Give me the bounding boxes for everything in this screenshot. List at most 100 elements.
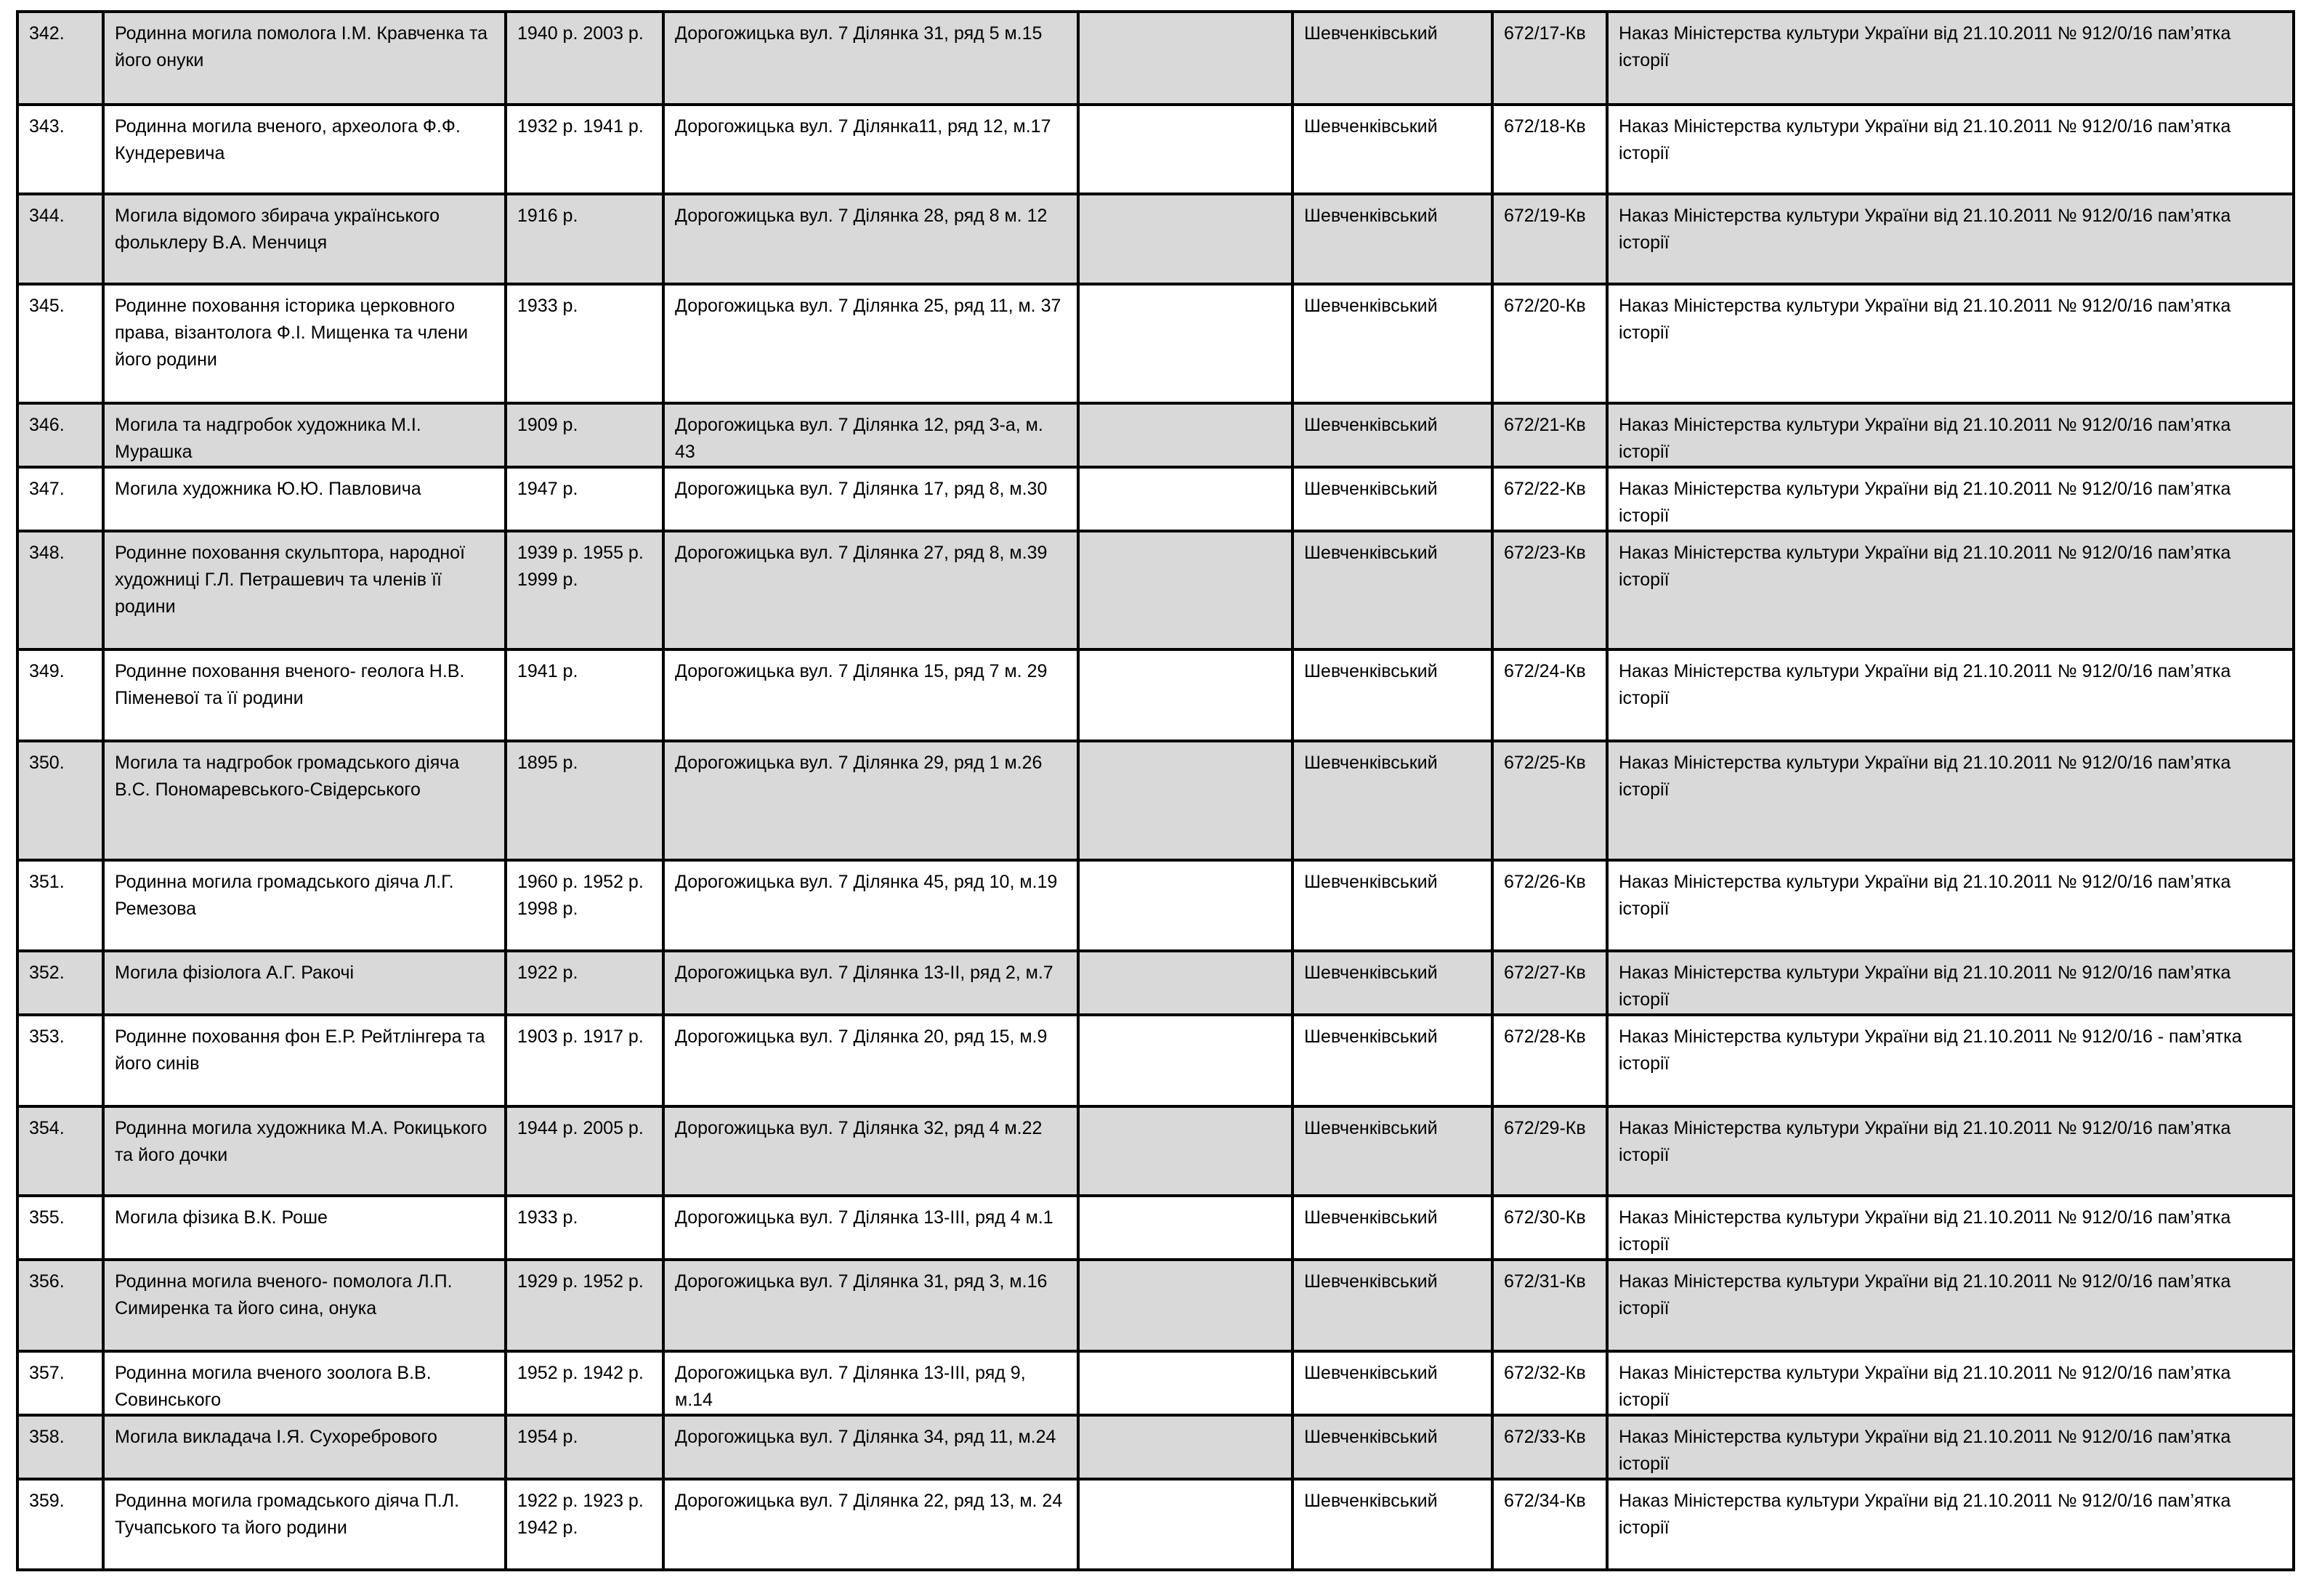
monument-name-cell: Родинна могила вченого, археолога Ф.Ф. К…	[102, 103, 507, 195]
address-cell: Дорогожицька вул. 7 Ділянка 31, ряд 3, м…	[662, 1258, 1080, 1353]
decision-cell: Наказ Міністерства культури України від …	[1606, 10, 2295, 106]
row-number-cell: 350.	[16, 740, 105, 862]
row-number-cell: 349.	[16, 648, 105, 742]
row-number-cell: 344.	[16, 193, 105, 285]
notes-cell	[1077, 949, 1294, 1016]
notes-cell	[1077, 648, 1294, 742]
address-cell: Дорогожицька вул. 7 Ділянка 28, ряд 8 м.…	[662, 193, 1080, 285]
address-cell: Дорогожицька вул. 7 Ділянка 29, ряд 1 м.…	[662, 740, 1080, 862]
registry-code-cell: 672/22-Кв	[1491, 466, 1609, 532]
notes-cell	[1077, 103, 1294, 195]
dates-cell: 1954 р.	[504, 1414, 665, 1480]
table-row: 356. Родинна могила вченого- помолога Л.П…	[16, 1258, 2295, 1353]
district-cell: Шевченківський	[1291, 1013, 1494, 1108]
monument-name-cell: Могила художника Ю.Ю. Павловича	[102, 466, 507, 532]
address-cell: Дорогожицька вул. 7 Ділянка 34, ряд 11, …	[662, 1414, 1080, 1480]
registry-code-cell: 672/32-Кв	[1491, 1350, 1609, 1417]
district-cell: Шевченківський	[1291, 1194, 1494, 1261]
row-number-cell: 352.	[16, 949, 105, 1016]
notes-cell	[1077, 740, 1294, 862]
district-cell: Шевченківський	[1291, 193, 1494, 285]
dates-cell: 1939 р. 1955 р. 1999 р.	[504, 530, 665, 651]
dates-cell: 1941 р.	[504, 648, 665, 742]
monument-name-cell: Родинне поховання вченого- геолога Н.В. …	[102, 648, 507, 742]
table-row: 347. Могила художника Ю.Ю. Павловича 1947 …	[16, 466, 2295, 532]
table-row: 357. Родинна могила вченого зоолога В.В. …	[16, 1350, 2295, 1417]
address-cell: Дорогожицька вул. 7 Ділянка 13-ІІ, ряд 2…	[662, 949, 1080, 1016]
decision-cell: Наказ Міністерства культури України від …	[1606, 1478, 2295, 1571]
notes-cell	[1077, 1194, 1294, 1261]
table-row: 359. Родинна могила громадського діяча П.…	[16, 1478, 2295, 1571]
decision-cell: Наказ Міністерства культури України від …	[1606, 283, 2295, 405]
district-cell: Шевченківський	[1291, 1105, 1494, 1197]
notes-cell	[1077, 530, 1294, 651]
monument-name-cell: Родинне поховання фон Е.Р. Рейтлінгера т…	[102, 1013, 507, 1108]
table-row: 358. Могила викладача І.Я. Сухоребрового 1…	[16, 1414, 2295, 1480]
notes-cell	[1077, 859, 1294, 952]
monument-name-cell: Могила відомого збирача українського фол…	[102, 193, 507, 285]
decision-cell: Наказ Міністерства культури України від …	[1606, 402, 2295, 469]
district-cell: Шевченківський	[1291, 1258, 1494, 1353]
address-cell: Дорогожицька вул. 7 Ділянка11, ряд 12, м…	[662, 103, 1080, 195]
district-cell: Шевченківський	[1291, 103, 1494, 195]
registry-code-cell: 672/20-Кв	[1491, 283, 1609, 405]
table-row: 349. Родинне поховання вченого- геолога Н…	[16, 648, 2295, 742]
registry-code-cell: 672/19-Кв	[1491, 193, 1609, 285]
monument-name-cell: Могила фізіолога А.Г. Ракочі	[102, 949, 507, 1016]
table-row: 355. Могила фізика В.К. Роше 1933 р. Дорого…	[16, 1194, 2295, 1261]
row-number-cell: 343.	[16, 103, 105, 195]
dates-cell: 1940 р. 2003 р.	[504, 10, 665, 106]
dates-cell: 1933 р.	[504, 283, 665, 405]
notes-cell	[1077, 1105, 1294, 1197]
dates-cell: 1922 р.	[504, 949, 665, 1016]
notes-cell	[1077, 1414, 1294, 1480]
notes-cell	[1077, 402, 1294, 469]
decision-cell: Наказ Міністерства культури України від …	[1606, 949, 2295, 1016]
dates-cell: 1916 р.	[504, 193, 665, 285]
address-cell: Дорогожицька вул. 7 Ділянка 32, ряд 4 м.…	[662, 1105, 1080, 1197]
address-cell: Дорогожицька вул. 7 Ділянка 31, ряд 5 м.…	[662, 10, 1080, 106]
table-row: 344. Могила відомого збирача українського…	[16, 193, 2295, 285]
monuments-table: 342. Родинна могила помолога І.М. Кравчен…	[16, 10, 2295, 1571]
address-cell: Дорогожицька вул. 7 Ділянка 13-ІІІ, ряд …	[662, 1194, 1080, 1261]
registry-code-cell: 672/34-Кв	[1491, 1478, 1609, 1571]
row-number-cell: 358.	[16, 1414, 105, 1480]
monument-name-cell: Родинне поховання скульптора, народної х…	[102, 530, 507, 651]
row-number-cell: 345.	[16, 283, 105, 405]
district-cell: Шевченківський	[1291, 648, 1494, 742]
monument-name-cell: Могила та надгробок громадського діяча В…	[102, 740, 507, 862]
dates-cell: 1952 р. 1942 р.	[504, 1350, 665, 1417]
row-number-cell: 356.	[16, 1258, 105, 1353]
monument-name-cell: Родинна могила помолога І.М. Кравченка т…	[102, 10, 507, 106]
address-cell: Дорогожицька вул. 7 Ділянка 17, ряд 8, м…	[662, 466, 1080, 532]
registry-code-cell: 672/33-Кв	[1491, 1414, 1609, 1480]
registry-code-cell: 672/17-Кв	[1491, 10, 1609, 106]
registry-code-cell: 672/21-Кв	[1491, 402, 1609, 469]
row-number-cell: 347.	[16, 466, 105, 532]
district-cell: Шевченківський	[1291, 1478, 1494, 1571]
notes-cell	[1077, 193, 1294, 285]
row-number-cell: 353.	[16, 1013, 105, 1108]
decision-cell: Наказ Міністерства культури України від …	[1606, 1013, 2295, 1108]
monument-name-cell: Родинна могила вченого зоолога В.В. Сови…	[102, 1350, 507, 1417]
dates-cell: 1903 р. 1917 р.	[504, 1013, 665, 1108]
notes-cell	[1077, 283, 1294, 405]
row-number-cell: 355.	[16, 1194, 105, 1261]
decision-cell: Наказ Міністерства культури України від …	[1606, 648, 2295, 742]
dates-cell: 1947 р.	[504, 466, 665, 532]
decision-cell: Наказ Міністерства культури України від …	[1606, 1350, 2295, 1417]
row-number-cell: 346.	[16, 402, 105, 469]
decision-cell: Наказ Міністерства культури України від …	[1606, 1194, 2295, 1261]
district-cell: Шевченківський	[1291, 740, 1494, 862]
decision-cell: Наказ Міністерства культури України від …	[1606, 530, 2295, 651]
decision-cell: Наказ Міністерства культури України від …	[1606, 466, 2295, 532]
monument-name-cell: Родинне поховання історика церковного пр…	[102, 283, 507, 405]
notes-cell	[1077, 1013, 1294, 1108]
address-cell: Дорогожицька вул. 7 Ділянка 15, ряд 7 м.…	[662, 648, 1080, 742]
decision-cell: Наказ Міністерства культури України від …	[1606, 1414, 2295, 1480]
district-cell: Шевченківський	[1291, 949, 1494, 1016]
registry-code-cell: 672/26-Кв	[1491, 859, 1609, 952]
registry-code-cell: 672/23-Кв	[1491, 530, 1609, 651]
registry-code-cell: 672/27-Кв	[1491, 949, 1609, 1016]
dates-cell: 1933 р.	[504, 1194, 665, 1261]
